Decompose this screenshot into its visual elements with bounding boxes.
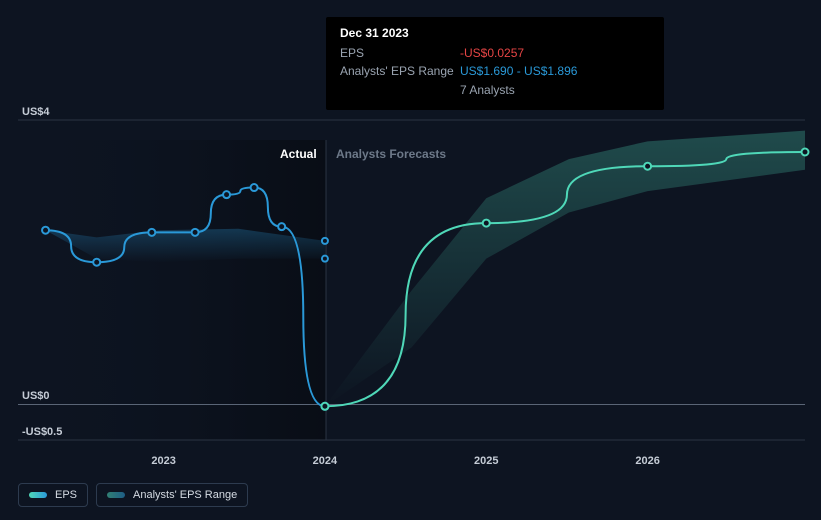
y-axis-tick-label: -US$0.5 (22, 426, 62, 438)
legend-item[interactable]: Analysts' EPS Range (96, 483, 248, 507)
legend-swatch (29, 492, 47, 498)
y-axis-tick-label: US$0 (22, 390, 50, 402)
legend-label: EPS (55, 489, 77, 501)
forecast-section-label: Analysts Forecasts (336, 147, 446, 161)
tooltip-row-value: US$1.690 - US$1.896 (460, 63, 577, 80)
chart-legend: EPS Analysts' EPS Range (18, 483, 248, 507)
tooltip-row-label: EPS (340, 45, 460, 62)
x-axis-tick-label: 2025 (474, 455, 498, 467)
x-axis-tick-label: 2023 (151, 455, 175, 467)
y-axis-tick-label: US$4 (22, 106, 50, 118)
actual-section-label: Actual (280, 147, 317, 161)
tooltip-row-label: Analysts' EPS Range (340, 63, 460, 80)
tooltip-analyst-count: 7 Analysts (460, 82, 650, 99)
x-axis-tick-label: 2024 (313, 455, 337, 467)
tooltip-row: Analysts' EPS RangeUS$1.690 - US$1.896 (340, 63, 650, 80)
chart-tooltip: Dec 31 2023 EPS-US$0.0257Analysts' EPS R… (326, 17, 664, 110)
legend-label: Analysts' EPS Range (133, 489, 237, 501)
eps-chart: Dec 31 2023 EPS-US$0.0257Analysts' EPS R… (0, 0, 821, 520)
tooltip-date: Dec 31 2023 (340, 25, 650, 42)
tooltip-row-value: -US$0.0257 (460, 45, 524, 62)
tooltip-row: EPS-US$0.0257 (340, 45, 650, 62)
legend-item[interactable]: EPS (18, 483, 88, 507)
legend-swatch (107, 492, 125, 498)
x-axis-tick-label: 2026 (635, 455, 659, 467)
